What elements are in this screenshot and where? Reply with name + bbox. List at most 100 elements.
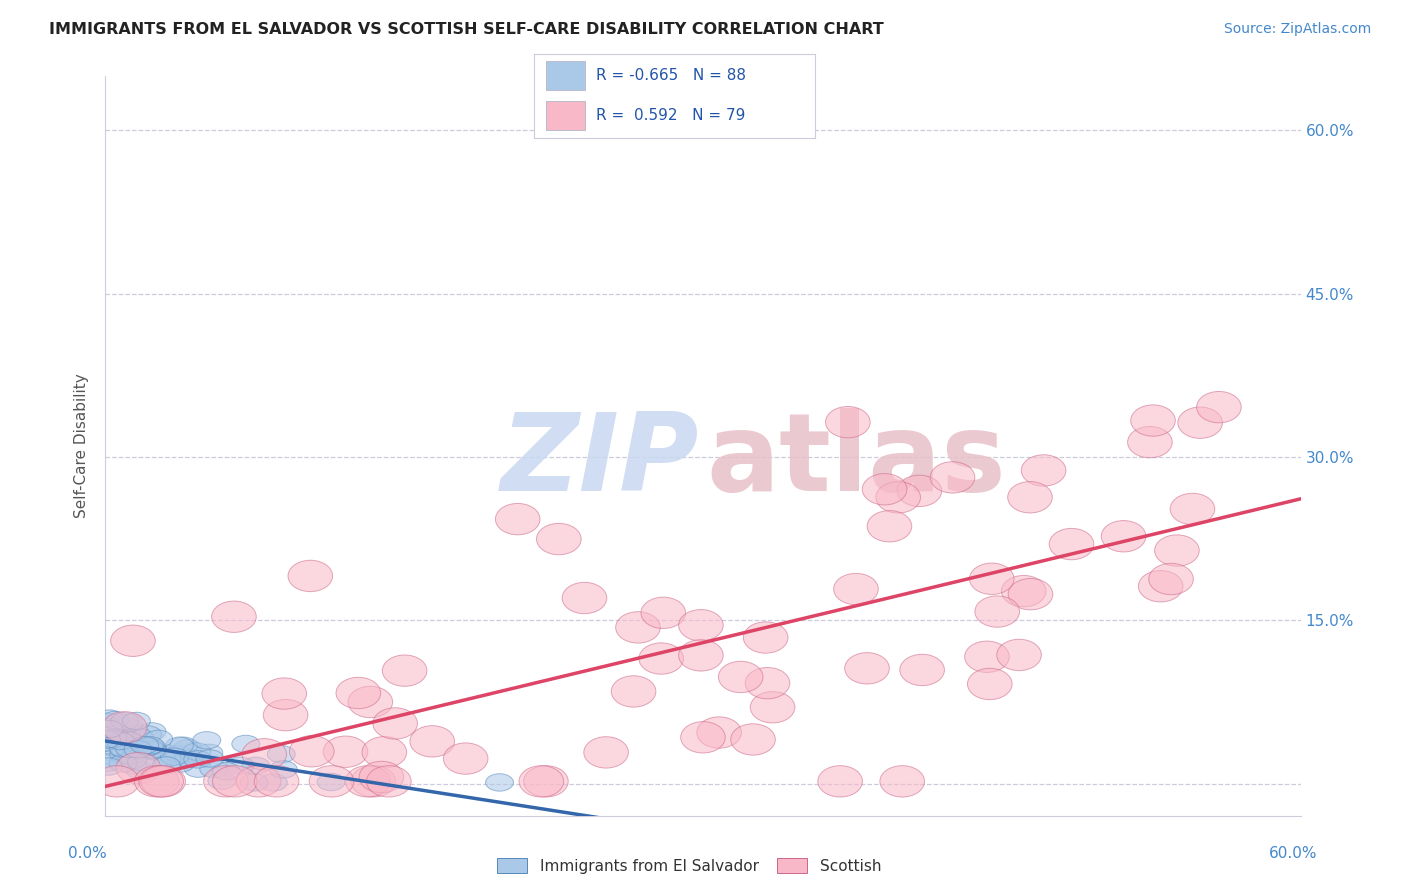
Ellipse shape <box>195 750 224 767</box>
Ellipse shape <box>111 625 155 657</box>
Ellipse shape <box>681 722 725 753</box>
Ellipse shape <box>263 699 308 731</box>
Ellipse shape <box>183 743 211 760</box>
Ellipse shape <box>363 737 406 768</box>
Ellipse shape <box>679 640 723 671</box>
Text: atlas: atlas <box>707 408 1007 514</box>
Ellipse shape <box>1101 521 1146 552</box>
FancyBboxPatch shape <box>546 101 585 130</box>
Ellipse shape <box>114 731 142 749</box>
Ellipse shape <box>270 761 297 778</box>
Ellipse shape <box>679 609 723 641</box>
Ellipse shape <box>96 734 124 751</box>
Ellipse shape <box>145 731 173 747</box>
Ellipse shape <box>745 667 790 698</box>
Ellipse shape <box>845 653 890 684</box>
Ellipse shape <box>117 753 160 784</box>
Ellipse shape <box>318 773 344 790</box>
Ellipse shape <box>208 772 236 789</box>
Ellipse shape <box>349 686 392 718</box>
Ellipse shape <box>997 640 1042 671</box>
Ellipse shape <box>100 730 128 747</box>
Ellipse shape <box>259 773 287 791</box>
Ellipse shape <box>290 736 335 767</box>
Ellipse shape <box>1149 564 1194 595</box>
Ellipse shape <box>1130 405 1175 436</box>
Ellipse shape <box>124 735 152 753</box>
Ellipse shape <box>309 765 354 797</box>
Ellipse shape <box>103 712 146 743</box>
Ellipse shape <box>115 729 143 747</box>
Ellipse shape <box>323 736 368 767</box>
Ellipse shape <box>731 723 775 756</box>
Ellipse shape <box>114 718 142 735</box>
Text: ZIP: ZIP <box>501 408 699 514</box>
Ellipse shape <box>242 757 270 774</box>
Text: Source: ZipAtlas.com: Source: ZipAtlas.com <box>1223 22 1371 37</box>
Ellipse shape <box>184 760 212 777</box>
Ellipse shape <box>110 739 138 757</box>
Ellipse shape <box>166 755 194 772</box>
Ellipse shape <box>173 739 201 757</box>
Ellipse shape <box>138 723 166 740</box>
Ellipse shape <box>115 740 143 757</box>
Ellipse shape <box>204 765 249 797</box>
Ellipse shape <box>825 407 870 438</box>
Ellipse shape <box>638 643 683 674</box>
Ellipse shape <box>1008 482 1052 513</box>
Ellipse shape <box>165 745 193 763</box>
Ellipse shape <box>107 732 135 749</box>
Ellipse shape <box>485 773 513 791</box>
Ellipse shape <box>118 756 146 774</box>
Text: R = -0.665   N = 88: R = -0.665 N = 88 <box>596 68 747 83</box>
Ellipse shape <box>100 731 128 749</box>
Ellipse shape <box>612 676 655 707</box>
Ellipse shape <box>382 655 427 686</box>
Ellipse shape <box>900 654 945 686</box>
Ellipse shape <box>352 765 395 797</box>
Ellipse shape <box>336 677 381 708</box>
Ellipse shape <box>96 738 122 756</box>
Ellipse shape <box>134 726 162 743</box>
Ellipse shape <box>110 755 136 772</box>
Ellipse shape <box>616 612 661 643</box>
Ellipse shape <box>122 712 150 730</box>
Ellipse shape <box>160 747 188 765</box>
Ellipse shape <box>112 747 141 764</box>
Ellipse shape <box>127 739 155 757</box>
Y-axis label: Self-Care Disability: Self-Care Disability <box>75 374 90 518</box>
Ellipse shape <box>562 582 607 614</box>
Ellipse shape <box>127 762 155 780</box>
Ellipse shape <box>1021 455 1066 486</box>
Ellipse shape <box>195 744 222 762</box>
Ellipse shape <box>103 722 131 739</box>
Ellipse shape <box>124 740 152 758</box>
Ellipse shape <box>153 750 181 767</box>
Text: R =  0.592   N = 79: R = 0.592 N = 79 <box>596 108 745 123</box>
Ellipse shape <box>240 773 269 791</box>
Ellipse shape <box>232 735 260 753</box>
Ellipse shape <box>411 726 454 757</box>
Ellipse shape <box>135 765 179 797</box>
Ellipse shape <box>931 462 974 493</box>
Ellipse shape <box>152 756 180 774</box>
Ellipse shape <box>138 741 166 758</box>
Ellipse shape <box>96 710 124 727</box>
Ellipse shape <box>583 737 628 768</box>
Ellipse shape <box>1139 571 1182 602</box>
Ellipse shape <box>965 641 1010 673</box>
Ellipse shape <box>111 742 138 759</box>
Ellipse shape <box>124 739 152 757</box>
Ellipse shape <box>1008 579 1053 610</box>
Ellipse shape <box>495 503 540 535</box>
Ellipse shape <box>212 601 256 632</box>
Ellipse shape <box>974 596 1019 627</box>
Ellipse shape <box>139 765 183 797</box>
Ellipse shape <box>139 739 166 756</box>
Ellipse shape <box>1001 575 1046 607</box>
Ellipse shape <box>242 739 287 770</box>
Ellipse shape <box>744 622 787 653</box>
Ellipse shape <box>862 474 907 505</box>
Ellipse shape <box>226 757 254 774</box>
Ellipse shape <box>967 668 1012 699</box>
